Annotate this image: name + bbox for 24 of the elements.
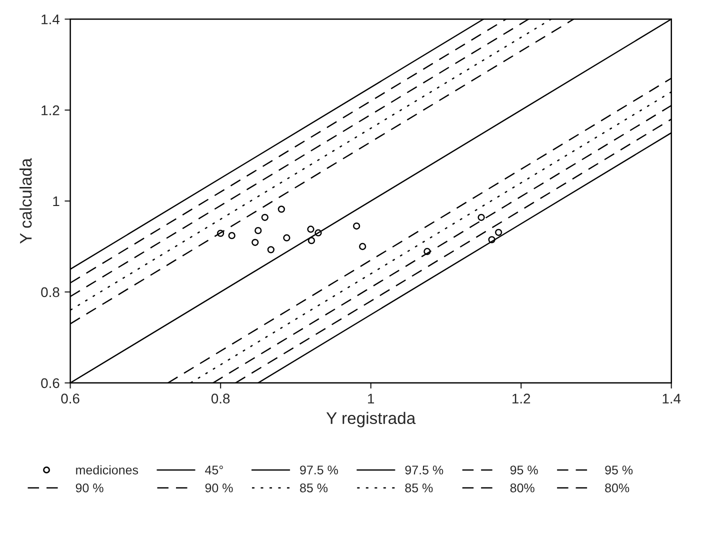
legend-label: 90 % (76, 483, 104, 492)
legend-label: 45° (205, 466, 223, 474)
legend-label: 95 % (510, 466, 538, 474)
y-tick-label: 0.6 (41, 378, 60, 388)
x-axis-title: Y registrada (326, 412, 416, 428)
legend-label: 97.5 % (405, 466, 444, 474)
x-tick-label: 1.4 (662, 394, 681, 404)
x-tick-label: 1.2 (512, 394, 530, 404)
y-tick-label: 1.4 (42, 14, 60, 24)
legend-label: 85 % (405, 483, 433, 492)
y-tick-label: 1 (53, 196, 60, 206)
legend-label: mediciones (76, 465, 138, 474)
y-axis-title: Y calculada (19, 158, 32, 244)
legend-label: 97.5 % (300, 466, 338, 474)
y-tick-label: 0.8 (41, 287, 60, 298)
x-tick-label: 0.6 (61, 394, 80, 404)
legend-label: 80% (605, 483, 630, 492)
x-tick-label: 0.8 (211, 394, 230, 404)
legend-label: 80% (510, 483, 534, 492)
y-tick-label: 1.2 (42, 105, 60, 116)
legend-label: 90 % (205, 483, 233, 492)
legend-label: 85 % (300, 483, 328, 492)
legend-label: 95 % (605, 466, 633, 474)
x-tick-label: 1 (368, 394, 374, 404)
